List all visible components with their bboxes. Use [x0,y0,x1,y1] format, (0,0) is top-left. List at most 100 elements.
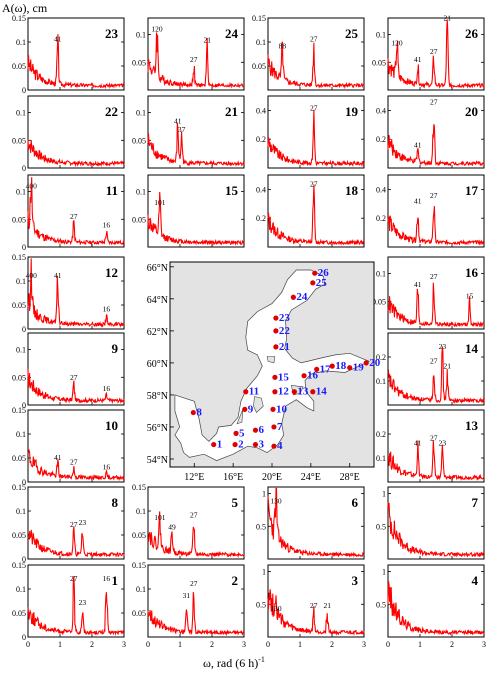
sea-area [174,269,370,461]
station-number: 21 [225,104,238,119]
x-tick-label: 3 [242,640,246,649]
peak-label: 49 [168,523,176,532]
peak-label: 27 [430,357,438,366]
station-number: 9 [112,341,119,356]
station-label-15: 15 [278,371,290,383]
peak-label: 23 [439,342,447,351]
x-tick-label: 0 [266,640,270,649]
spectrum-panel-15: 0.05 0.1 101 15 [132,174,245,248]
y-tick-label: 0 [22,555,26,564]
station-marker-8 [190,409,196,416]
station-number: 6 [352,495,359,510]
peak-label: 23 [79,598,87,607]
y-tick-label: 0.1 [16,38,26,47]
peak-label: 27 [430,272,438,281]
y-tick-label: 0.05 [12,136,26,145]
peak-label: 21 [323,601,331,610]
station-label-2: 2 [238,439,244,451]
panel-frame [147,486,245,560]
station-marker-15 [272,374,278,380]
y-tick-label: 0.1 [376,377,386,386]
spectrum-line [27,448,125,482]
y-tick-label: 0.1 [16,507,26,516]
spectrum-panel-20: 0.2 0.4 41 27 20 [376,95,485,169]
station-marker-7 [271,424,277,430]
y-tick-label: 0.4 [376,106,386,115]
x-axis-label: ω, rad (6 h)-1 [203,655,265,670]
y-tick-label: 0.2 [256,135,266,144]
lon-label: 24°E [301,472,321,483]
peak-label: 130 [270,497,282,506]
spectrum-panel-3: 0.5 1 0 1 2 3 130 27 21 3 [256,564,366,649]
y-tick-label: 0.05 [252,62,266,71]
panel-frame [27,95,125,169]
station-label-25: 25 [316,277,328,289]
panel-frame [387,332,485,406]
spectrum-line [27,177,125,246]
spectrum-panel-19: 0.2 0.4 27 19 [256,95,365,169]
peak-label: 37 [178,125,186,134]
peak-label: 27 [310,179,318,188]
x-axis-label-text: ω, rad (6 h) [203,656,258,670]
spectrum-line [267,589,365,637]
peak-label: 23 [439,438,447,447]
station-label-10: 10 [276,403,288,415]
spectrum-line [267,109,365,168]
peak-label: 101 [154,198,166,207]
station-number: 17 [465,183,479,198]
station-number: 4 [472,573,479,588]
x-tick-label: 3 [362,640,366,649]
y-tick-label: 0 [22,478,26,487]
station-label-9: 9 [248,403,254,415]
y-tick-label: 0.05 [132,215,146,224]
spectrum-line [387,124,485,167]
station-label-17: 17 [320,363,332,375]
peak-label: 16 [103,220,111,229]
peak-label: 88 [279,42,287,51]
y-tick-label: 0.5 [376,522,386,531]
station-label-20: 20 [369,357,381,369]
spectrum-panel-16: 0.05 0.1 41 27 15 16 [372,256,485,330]
station-number: 24 [225,26,239,41]
y-tick-label: 0.2 [376,135,386,144]
station-number: 11 [106,183,118,198]
station-marker-19 [347,365,353,371]
station-marker-17 [314,366,320,372]
spectrum-panel-9: 0 0.05 0.1 27 16 9 [12,332,125,410]
station-marker-10 [270,406,276,412]
y-tick-label: 0.1 [376,31,386,40]
spectrum-line [27,368,125,405]
peak-label: 27 [70,458,78,467]
peak-label: 400 [26,271,38,280]
lat-label: 62°N [147,327,168,338]
station-number: 14 [465,341,479,356]
peak-label: 27 [70,574,78,583]
y-axis-label: A(ω), cm [2,1,48,15]
spectrum-panel-25: 0.05 0.1 0.15 88 27 25 [252,14,365,91]
station-number: 7 [472,495,479,510]
station-number: 20 [465,104,478,119]
station-marker-5 [233,430,239,436]
y-tick-label: 0.05 [372,58,386,67]
y-tick-label: 0.2 [376,214,386,223]
x-tick-label: 0 [386,640,390,649]
lon-label: 12°E [184,472,204,483]
island [236,409,244,425]
peak-label: 27 [70,520,78,529]
y-tick-label: 0.05 [132,531,146,540]
station-label-6: 6 [258,424,264,436]
y-tick-label: 0 [22,86,26,95]
peak-label: 27 [70,373,78,382]
lat-label: 60°N [147,359,168,370]
x-tick-label: 2 [450,640,454,649]
station-number: 5 [232,495,239,510]
station-label-26: 26 [318,267,330,279]
spectrum-line [147,511,245,559]
lat-label: 66°N [147,263,168,274]
panel-frame [387,564,485,638]
station-number: 15 [225,183,239,198]
